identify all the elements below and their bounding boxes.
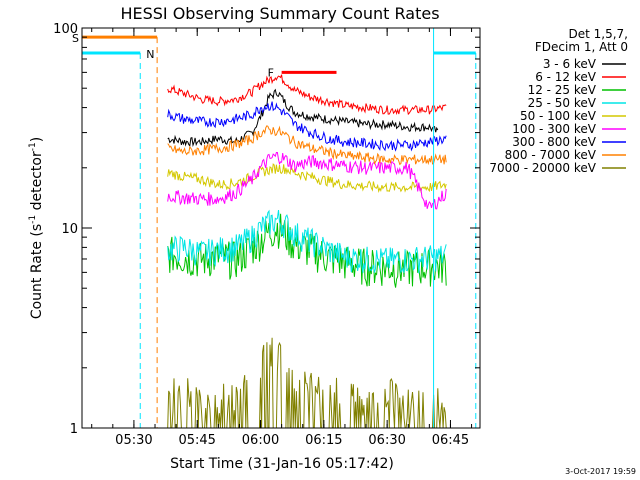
chart-title: HESSI Observing Summary Count Rates: [120, 4, 439, 23]
x-axis-label: Start Time (31-Jan-16 05:17:42): [170, 456, 394, 472]
legend-label-2: 12 - 25 keV: [528, 83, 597, 97]
flag-s-label: S: [72, 32, 79, 45]
legend-label-8: 7000 - 20000 keV: [489, 161, 596, 175]
x-tick-label-1: 05:45: [178, 433, 215, 448]
legend-label-1: 6 - 12 keV: [535, 70, 597, 84]
series-line-2: [167, 213, 447, 288]
y-tick-label-0: 1: [70, 422, 78, 437]
x-tick-label-2: 06:00: [242, 433, 279, 448]
y-tick-label-1: 10: [61, 222, 78, 237]
y-axis-label: Count Rate (s-1 detector-1): [28, 137, 45, 319]
legend-header-1: Det 1,5,7,: [569, 27, 629, 41]
series-line-3: [167, 209, 447, 274]
x-tick-label-4: 06:30: [368, 433, 405, 448]
legend-label-5: 100 - 300 keV: [512, 122, 596, 136]
legend-label-4: 50 - 100 keV: [520, 109, 597, 123]
legend-label-3: 25 - 50 keV: [528, 96, 597, 110]
series-line-0: [167, 88, 439, 148]
y-axis-label-part1: Count Rate (s: [29, 224, 45, 319]
series-line-4: [167, 163, 447, 194]
y-axis-label-close: ): [29, 137, 45, 142]
y-axis-label-sup2: -1: [28, 142, 38, 151]
x-tick-label-0: 05:30: [115, 433, 152, 448]
legend-label-7: 800 - 7000 keV: [505, 148, 597, 162]
y-axis-label-part2: detector: [29, 151, 45, 215]
x-tick-label-5: 06:45: [432, 433, 469, 448]
legend-header-2: FDecim 1, Att 0: [535, 40, 628, 54]
legend-label-0: 3 - 6 keV: [543, 57, 597, 71]
flag-n-label: N: [146, 48, 154, 61]
series-line-6: [167, 101, 447, 152]
series-line-8: [167, 337, 447, 428]
series-line-7: [167, 125, 447, 166]
data-layer: [82, 28, 477, 428]
y-tick-label-2: 100: [53, 22, 78, 37]
legend-label-6: 300 - 800 keV: [512, 135, 596, 149]
series-line-1: [167, 74, 447, 116]
series-line-5: [167, 152, 447, 210]
timestamp: 3-Oct-2017 19:59: [565, 467, 636, 476]
y-axis-label-sup1: -1: [28, 215, 38, 224]
flag-f-label: F: [268, 66, 274, 79]
x-tick-label-3: 06:15: [305, 433, 342, 448]
